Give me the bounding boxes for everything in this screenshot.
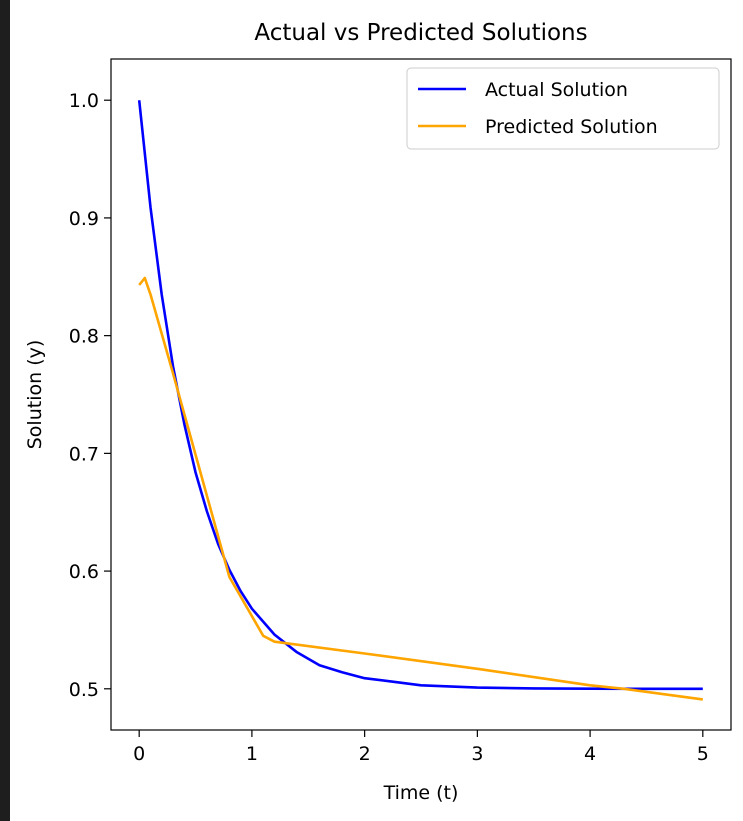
series-layer: [137, 100, 703, 701]
y-tick-label: 0.9: [69, 208, 99, 230]
y-tick-label: 1.0: [69, 90, 99, 112]
y-tick-label: 0.5: [69, 679, 99, 701]
x-axis: 0 1 2 3 4 5: [133, 730, 709, 765]
series-line-predicted: [138, 276, 703, 701]
legend-label-actual: Actual Solution: [485, 79, 628, 101]
plot-border: [110, 58, 732, 731]
y-tick-label: 0.7: [69, 443, 99, 465]
series-line-actual: [137, 100, 703, 691]
x-tick-label: 0: [133, 743, 145, 765]
y-axis: 0.5 0.6 0.7 0.8 0.9 1.0: [69, 90, 111, 701]
x-tick-label: 5: [697, 743, 709, 765]
x-tick-label: 1: [246, 743, 258, 765]
plot-frame: [110, 58, 732, 731]
figure-canvas: Actual vs Predicted Solutions 0 1 2 3 4 5 0.5…: [10, 0, 743, 821]
y-tick-label: 0.6: [69, 561, 99, 583]
legend-label-predicted: Predicted Solution: [485, 116, 658, 138]
x-tick-label: 4: [584, 743, 596, 765]
chart-title: Actual vs Predicted Solutions: [254, 20, 587, 46]
x-tick-label: 3: [471, 743, 483, 765]
y-axis-label: Solution (y): [24, 340, 46, 450]
y-tick-label: 0.8: [69, 326, 99, 348]
legend-box: [406, 67, 720, 150]
x-tick-label: 2: [359, 743, 371, 765]
legend: Actual Solution Predicted Solution: [406, 67, 720, 150]
line-chart: Actual vs Predicted Solutions 0 1 2 3 4 5 0.5…: [24, 20, 732, 804]
x-axis-label: Time (t): [383, 782, 459, 804]
